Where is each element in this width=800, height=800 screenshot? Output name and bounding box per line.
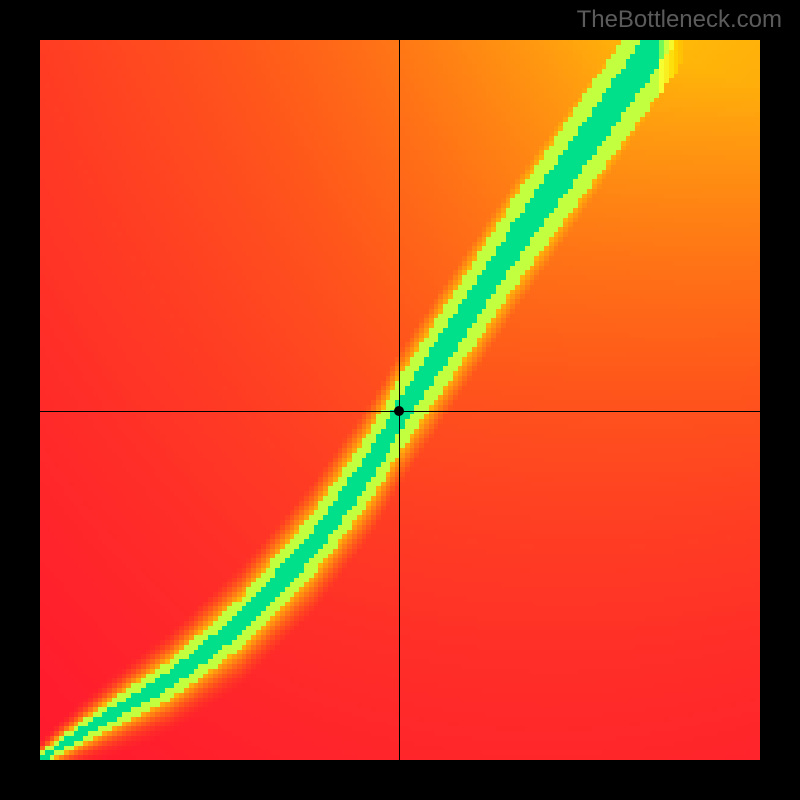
plot-area bbox=[40, 40, 760, 760]
watermark-label: TheBottleneck.com bbox=[577, 6, 782, 34]
crosshair-vertical bbox=[399, 40, 400, 760]
crosshair-marker-dot bbox=[394, 406, 404, 416]
